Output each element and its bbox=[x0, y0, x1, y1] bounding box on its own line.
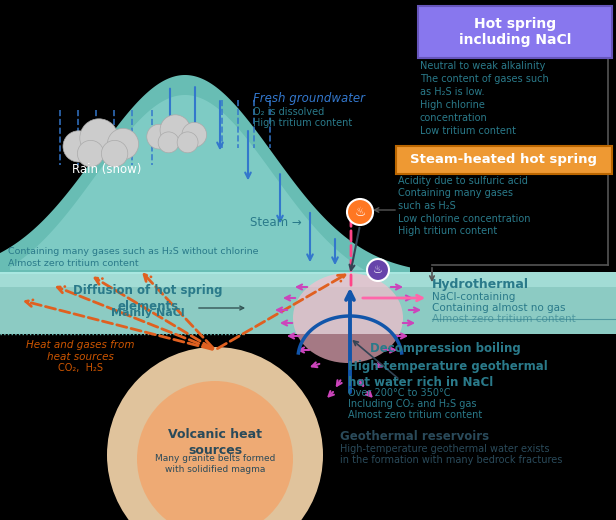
Text: High tritium content: High tritium content bbox=[398, 226, 497, 236]
Text: Rain (snow): Rain (snow) bbox=[72, 163, 142, 176]
FancyBboxPatch shape bbox=[396, 146, 612, 174]
Text: Many granite belts formed
with solidified magma: Many granite belts formed with solidifie… bbox=[155, 454, 275, 474]
Polygon shape bbox=[0, 75, 410, 274]
Text: Low chlorine concentration: Low chlorine concentration bbox=[398, 214, 530, 224]
Circle shape bbox=[160, 115, 190, 145]
Text: Almost zero tritium content: Almost zero tritium content bbox=[8, 258, 139, 267]
Text: Mainly NaCl: Mainly NaCl bbox=[111, 308, 185, 318]
Text: Containing many gases such as H₂S without chlorine: Containing many gases such as H₂S withou… bbox=[8, 248, 259, 256]
Circle shape bbox=[347, 199, 373, 225]
Ellipse shape bbox=[293, 273, 403, 363]
Circle shape bbox=[158, 132, 179, 153]
Text: Including CO₂ and H₂S gas: Including CO₂ and H₂S gas bbox=[348, 399, 477, 409]
Text: The content of gases such: The content of gases such bbox=[420, 74, 549, 84]
Text: O₂ is dissolved: O₂ is dissolved bbox=[253, 107, 324, 117]
Polygon shape bbox=[10, 95, 365, 270]
Circle shape bbox=[107, 128, 139, 160]
Text: High-temperature geothermal water exists: High-temperature geothermal water exists bbox=[340, 444, 549, 454]
Text: Acidity due to sulfuric acid: Acidity due to sulfuric acid bbox=[398, 176, 528, 186]
Circle shape bbox=[147, 124, 171, 149]
Circle shape bbox=[63, 131, 94, 162]
Circle shape bbox=[107, 347, 323, 520]
Circle shape bbox=[78, 140, 104, 167]
Text: Low tritium content: Low tritium content bbox=[420, 126, 516, 136]
Text: Almost zero tritium content: Almost zero tritium content bbox=[432, 314, 576, 324]
Text: Neutral to weak alkalinity: Neutral to weak alkalinity bbox=[420, 61, 545, 71]
Text: ♨: ♨ bbox=[354, 205, 366, 218]
Text: Almost zero tritium content: Almost zero tritium content bbox=[348, 410, 482, 420]
Text: as H₂S is low.: as H₂S is low. bbox=[420, 87, 485, 97]
Text: NaCl-containing: NaCl-containing bbox=[432, 292, 516, 302]
Text: ♨: ♨ bbox=[373, 265, 383, 275]
Text: Hot spring
including NaCl: Hot spring including NaCl bbox=[459, 17, 571, 47]
Text: Steam-heated hot spring: Steam-heated hot spring bbox=[410, 153, 598, 166]
Text: such as H₂S: such as H₂S bbox=[398, 201, 456, 211]
Circle shape bbox=[137, 381, 293, 520]
Text: Hydrothermal: Hydrothermal bbox=[432, 278, 529, 291]
Text: Steam →: Steam → bbox=[250, 215, 302, 228]
Circle shape bbox=[177, 132, 198, 153]
Text: Fresh groundwater: Fresh groundwater bbox=[253, 92, 365, 105]
Text: CO₂,  H₂S: CO₂, H₂S bbox=[57, 363, 102, 373]
Bar bbox=[0, 272, 616, 287]
Text: Containing many gases: Containing many gases bbox=[398, 188, 513, 199]
Bar bbox=[0, 272, 616, 334]
Text: concentration: concentration bbox=[420, 113, 488, 123]
Text: Volcanic heat
sources: Volcanic heat sources bbox=[168, 428, 262, 458]
Circle shape bbox=[182, 122, 206, 147]
Text: High chlorine: High chlorine bbox=[420, 100, 485, 110]
Text: High-temperature geothermal
hot water rich in NaCl: High-temperature geothermal hot water ri… bbox=[348, 360, 548, 389]
FancyBboxPatch shape bbox=[418, 6, 612, 58]
Text: in the formation with many bedrock fractures: in the formation with many bedrock fract… bbox=[340, 455, 562, 465]
Circle shape bbox=[102, 140, 128, 167]
Text: Over 200°C to 350°C: Over 200°C to 350°C bbox=[348, 388, 450, 398]
Circle shape bbox=[80, 119, 118, 157]
Text: Geothermal reservoirs: Geothermal reservoirs bbox=[340, 430, 489, 443]
Text: Diffusion of hot spring
elements: Diffusion of hot spring elements bbox=[73, 284, 223, 313]
Text: Containing almost no gas: Containing almost no gas bbox=[432, 303, 565, 313]
Text: High tritium content: High tritium content bbox=[253, 118, 352, 128]
Circle shape bbox=[367, 259, 389, 281]
Text: Decompression boiling: Decompression boiling bbox=[370, 342, 521, 355]
Text: Heat and gases from
heat sources: Heat and gases from heat sources bbox=[26, 340, 134, 362]
